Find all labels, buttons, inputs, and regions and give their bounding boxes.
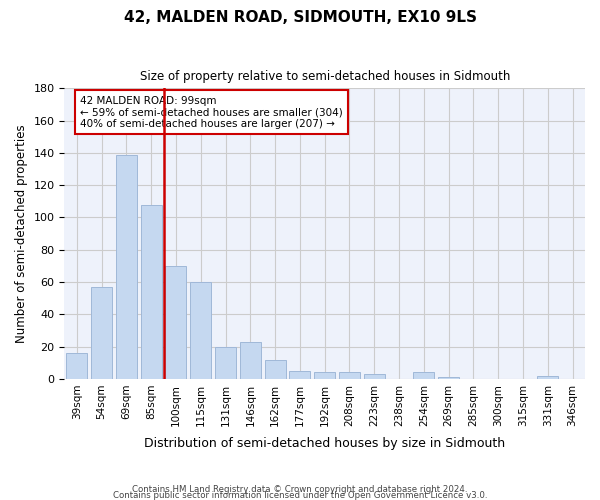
Bar [66, 353, 88, 379]
Bar [116, 154, 137, 379]
Text: 42 MALDEN ROAD: 99sqm
← 59% of semi-detached houses are smaller (304)
40% of sem: 42 MALDEN ROAD: 99sqm ← 59% of semi-deta… [80, 96, 343, 129]
Bar [166, 266, 187, 379]
Bar [215, 346, 236, 379]
Bar [339, 372, 360, 379]
Bar [314, 372, 335, 379]
Text: Contains public sector information licensed under the Open Government Licence v3: Contains public sector information licen… [113, 490, 487, 500]
Y-axis label: Number of semi-detached properties: Number of semi-detached properties [15, 124, 28, 343]
Title: Size of property relative to semi-detached houses in Sidmouth: Size of property relative to semi-detach… [140, 70, 510, 83]
Bar [91, 287, 112, 379]
Bar [265, 360, 286, 379]
Bar [140, 204, 162, 379]
Bar [240, 342, 261, 379]
Bar [438, 378, 459, 379]
Bar [289, 371, 310, 379]
Bar [190, 282, 211, 379]
X-axis label: Distribution of semi-detached houses by size in Sidmouth: Distribution of semi-detached houses by … [144, 437, 505, 450]
Bar [537, 376, 559, 379]
Text: 42, MALDEN ROAD, SIDMOUTH, EX10 9LS: 42, MALDEN ROAD, SIDMOUTH, EX10 9LS [124, 10, 476, 25]
Bar [413, 372, 434, 379]
Bar [364, 374, 385, 379]
Text: Contains HM Land Registry data © Crown copyright and database right 2024.: Contains HM Land Registry data © Crown c… [132, 484, 468, 494]
